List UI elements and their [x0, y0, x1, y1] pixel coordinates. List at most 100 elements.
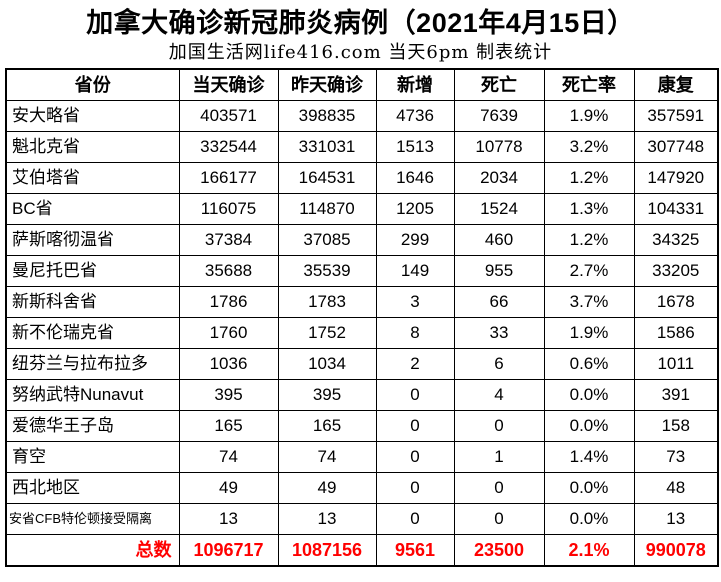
deaths-cell: 6 [453, 348, 545, 380]
recovered-cell: 104331 [633, 193, 719, 225]
new-cases-cell: 2 [375, 348, 455, 380]
column-header-recovered: 康复 [633, 68, 719, 101]
yesterday-confirmed-cell: 13 [277, 503, 377, 535]
table-row: 新斯科舍省 1786 1783 3 66 3.7% 1678 [5, 286, 719, 318]
province-cell: 魁北克省 [5, 131, 180, 163]
header-row: 省份 当天确诊 昨天确诊 新增 死亡 死亡率 康复 [5, 68, 719, 101]
table-row: 新不伦瑞克省 1760 1752 8 33 1.9% 1586 [5, 317, 719, 349]
province-cell: 艾伯塔省 [5, 162, 180, 194]
yesterday-confirmed-cell: 398835 [277, 100, 377, 132]
new-cases-cell: 0 [375, 410, 455, 442]
total-yesterday-confirmed: 1087156 [277, 534, 377, 567]
table-row: 曼尼托巴省 35688 35539 149 955 2.7% 33205 [5, 255, 719, 287]
today-confirmed-cell: 74 [178, 441, 279, 473]
total-today-confirmed: 1096717 [178, 534, 279, 567]
table-row: 纽芬兰与拉布拉多 1036 1034 2 6 0.6% 1011 [5, 348, 719, 380]
column-header-today-confirmed: 当天确诊 [178, 68, 279, 101]
table-row: 安大略省 403571 398835 4736 7639 1.9% 357591 [5, 100, 719, 132]
today-confirmed-cell: 332544 [178, 131, 279, 163]
province-cell: 安省CFB特伦顿接受隔离 [5, 503, 180, 535]
yesterday-confirmed-cell: 395 [277, 379, 377, 411]
province-cell: 安大略省 [5, 100, 180, 132]
today-confirmed-cell: 166177 [178, 162, 279, 194]
yesterday-confirmed-cell: 114870 [277, 193, 377, 225]
deaths-cell: 66 [453, 286, 545, 318]
table-row: 萨斯喀彻温省 37384 37085 299 460 1.2% 34325 [5, 224, 719, 256]
yesterday-confirmed-cell: 164531 [277, 162, 377, 194]
column-header-death-rate: 死亡率 [543, 68, 635, 101]
new-cases-cell: 1646 [375, 162, 455, 194]
yesterday-confirmed-cell: 1783 [277, 286, 377, 318]
new-cases-cell: 0 [375, 472, 455, 504]
death-rate-cell: 1.3% [543, 193, 635, 225]
death-rate-cell: 0.6% [543, 348, 635, 380]
total-new-cases: 9561 [375, 534, 455, 567]
covid-cases-table: 省份 当天确诊 昨天确诊 新增 死亡 死亡率 康复 安大略省 403571 3988… [5, 68, 719, 567]
province-cell: 萨斯喀彻温省 [5, 224, 180, 256]
column-header-province: 省份 [5, 68, 180, 101]
new-cases-cell: 3 [375, 286, 455, 318]
today-confirmed-cell: 37384 [178, 224, 279, 256]
death-rate-cell: 1.9% [543, 100, 635, 132]
new-cases-cell: 0 [375, 441, 455, 473]
yesterday-confirmed-cell: 1034 [277, 348, 377, 380]
recovered-cell: 307748 [633, 131, 719, 163]
today-confirmed-cell: 403571 [178, 100, 279, 132]
deaths-cell: 7639 [453, 100, 545, 132]
new-cases-cell: 149 [375, 255, 455, 287]
total-label: 总数 [5, 534, 180, 567]
recovered-cell: 1011 [633, 348, 719, 380]
deaths-cell: 0 [453, 410, 545, 442]
deaths-cell: 0 [453, 472, 545, 504]
deaths-cell: 10778 [453, 131, 545, 163]
death-rate-cell: 3.7% [543, 286, 635, 318]
today-confirmed-cell: 395 [178, 379, 279, 411]
new-cases-cell: 4736 [375, 100, 455, 132]
yesterday-confirmed-cell: 331031 [277, 131, 377, 163]
today-confirmed-cell: 35688 [178, 255, 279, 287]
today-confirmed-cell: 1760 [178, 317, 279, 349]
today-confirmed-cell: 116075 [178, 193, 279, 225]
table-row: 爱德华王子岛 165 165 0 0 0.0% 158 [5, 410, 719, 442]
recovered-cell: 1678 [633, 286, 719, 318]
deaths-cell: 460 [453, 224, 545, 256]
table-row: 魁北克省 332544 331031 1513 10778 3.2% 307748 [5, 131, 719, 163]
death-rate-cell: 1.4% [543, 441, 635, 473]
new-cases-cell: 0 [375, 379, 455, 411]
yesterday-confirmed-cell: 1752 [277, 317, 377, 349]
recovered-cell: 48 [633, 472, 719, 504]
deaths-cell: 33 [453, 317, 545, 349]
recovered-cell: 391 [633, 379, 719, 411]
yesterday-confirmed-cell: 37085 [277, 224, 377, 256]
recovered-cell: 73 [633, 441, 719, 473]
deaths-cell: 0 [453, 503, 545, 535]
deaths-cell: 4 [453, 379, 545, 411]
new-cases-cell: 0 [375, 503, 455, 535]
province-cell: BC省 [5, 193, 180, 225]
table-row: 育空 74 74 0 1 1.4% 73 [5, 441, 719, 473]
death-rate-cell: 3.2% [543, 131, 635, 163]
recovered-cell: 357591 [633, 100, 719, 132]
yesterday-confirmed-cell: 35539 [277, 255, 377, 287]
deaths-cell: 955 [453, 255, 545, 287]
table-body: 安大略省 403571 398835 4736 7639 1.9% 357591 魁北克省 33… [5, 100, 719, 535]
province-cell: 爱德华王子岛 [5, 410, 180, 442]
death-rate-cell: 0.0% [543, 410, 635, 442]
page-title: 加拿大确诊新冠肺炎病例（2021年4月15日） [86, 8, 635, 38]
table-row: 安省CFB特伦顿接受隔离 13 13 0 0 0.0% 13 [5, 503, 719, 535]
today-confirmed-cell: 165 [178, 410, 279, 442]
today-confirmed-cell: 49 [178, 472, 279, 504]
province-cell: 努纳武特Nunavut [5, 379, 180, 411]
today-confirmed-cell: 1786 [178, 286, 279, 318]
yesterday-confirmed-cell: 49 [277, 472, 377, 504]
column-header-yesterday-confirmed: 昨天确诊 [277, 68, 377, 101]
total-death-rate: 2.1% [543, 534, 635, 567]
new-cases-cell: 1513 [375, 131, 455, 163]
deaths-cell: 1524 [453, 193, 545, 225]
total-deaths: 23500 [453, 534, 545, 567]
table-footer: 总数 1096717 1087156 9561 23500 2.1% 99007… [5, 534, 719, 567]
death-rate-cell: 1.9% [543, 317, 635, 349]
death-rate-cell: 1.2% [543, 224, 635, 256]
today-confirmed-cell: 1036 [178, 348, 279, 380]
